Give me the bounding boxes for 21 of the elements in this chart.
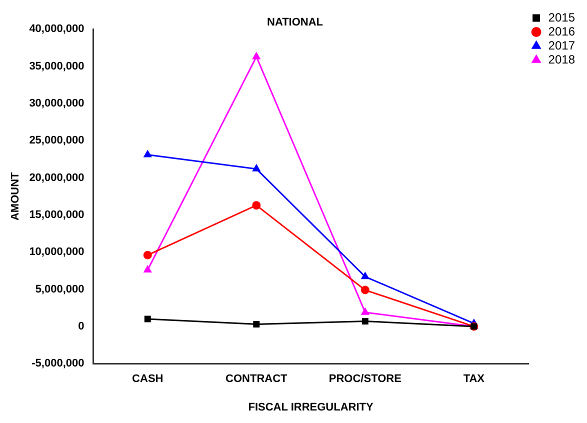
chart-title: NATIONAL bbox=[266, 16, 324, 29]
y-axis-title: AMOUNT bbox=[10, 172, 22, 221]
y-tick-label: 30,000,000 bbox=[29, 98, 84, 110]
x-tick-label: CONTRACT bbox=[226, 373, 288, 386]
y-tick-label: 15,000,000 bbox=[29, 209, 84, 222]
legend-label: 2016 bbox=[548, 24, 576, 38]
y-tick-label: 5,000,000 bbox=[35, 283, 84, 296]
y-tick-label: -5,000,000 bbox=[32, 358, 84, 370]
legend-label: 2015 bbox=[548, 10, 576, 24]
y-tick-label: 25,000,000 bbox=[29, 134, 84, 147]
y-tick-label: 0 bbox=[78, 320, 84, 332]
y-tick-label: 20,000,000 bbox=[29, 172, 84, 184]
y-tick-label: 40,000,000 bbox=[29, 23, 84, 36]
x-tick-label: TAX bbox=[463, 373, 486, 386]
legend-label: 2017 bbox=[548, 38, 576, 52]
x-axis-title: FISCAL IRREGULARITY bbox=[248, 401, 374, 414]
x-tick-label: CASH bbox=[132, 373, 164, 386]
legend-label: 2018 bbox=[548, 52, 576, 66]
y-tick-label: 10,000,000 bbox=[29, 246, 84, 258]
x-tick-label: PROC/STORE bbox=[328, 373, 402, 386]
y-tick-label: 35,000,000 bbox=[29, 60, 84, 72]
